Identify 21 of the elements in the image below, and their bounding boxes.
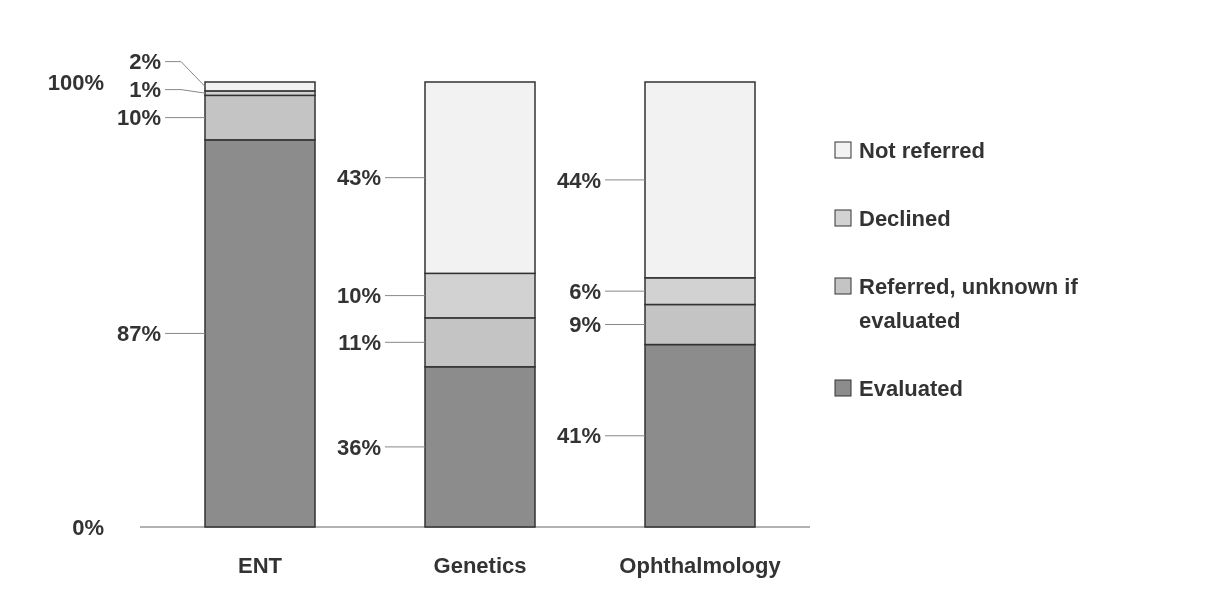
legend-label: Referred, unknown if evaluated bbox=[859, 273, 1079, 333]
data-label: 36% bbox=[336, 434, 381, 460]
data-label: 1% bbox=[129, 77, 161, 103]
data-label: 44% bbox=[556, 167, 601, 193]
data-label: 87% bbox=[116, 321, 161, 347]
data-label: 6% bbox=[569, 278, 601, 304]
data-label: 2% bbox=[129, 49, 161, 75]
x-tick-label: Ophthalmology bbox=[619, 552, 782, 578]
x-tick-label: ENT bbox=[238, 552, 283, 578]
y-tick-label: 100% bbox=[47, 69, 104, 95]
x-tick-label: Genetics bbox=[433, 552, 527, 578]
data-label: 10% bbox=[336, 283, 381, 309]
legend-label: Evaluated bbox=[859, 375, 963, 401]
legend-label: Not referred bbox=[859, 137, 985, 163]
data-label: 10% bbox=[116, 105, 161, 131]
data-label: 43% bbox=[336, 165, 381, 191]
y-tick-label: 0% bbox=[72, 514, 104, 540]
data-label: 11% bbox=[338, 330, 381, 356]
data-label: 41% bbox=[556, 423, 601, 449]
data-label: 9% bbox=[569, 312, 601, 338]
legend-label: Declined bbox=[859, 205, 951, 231]
